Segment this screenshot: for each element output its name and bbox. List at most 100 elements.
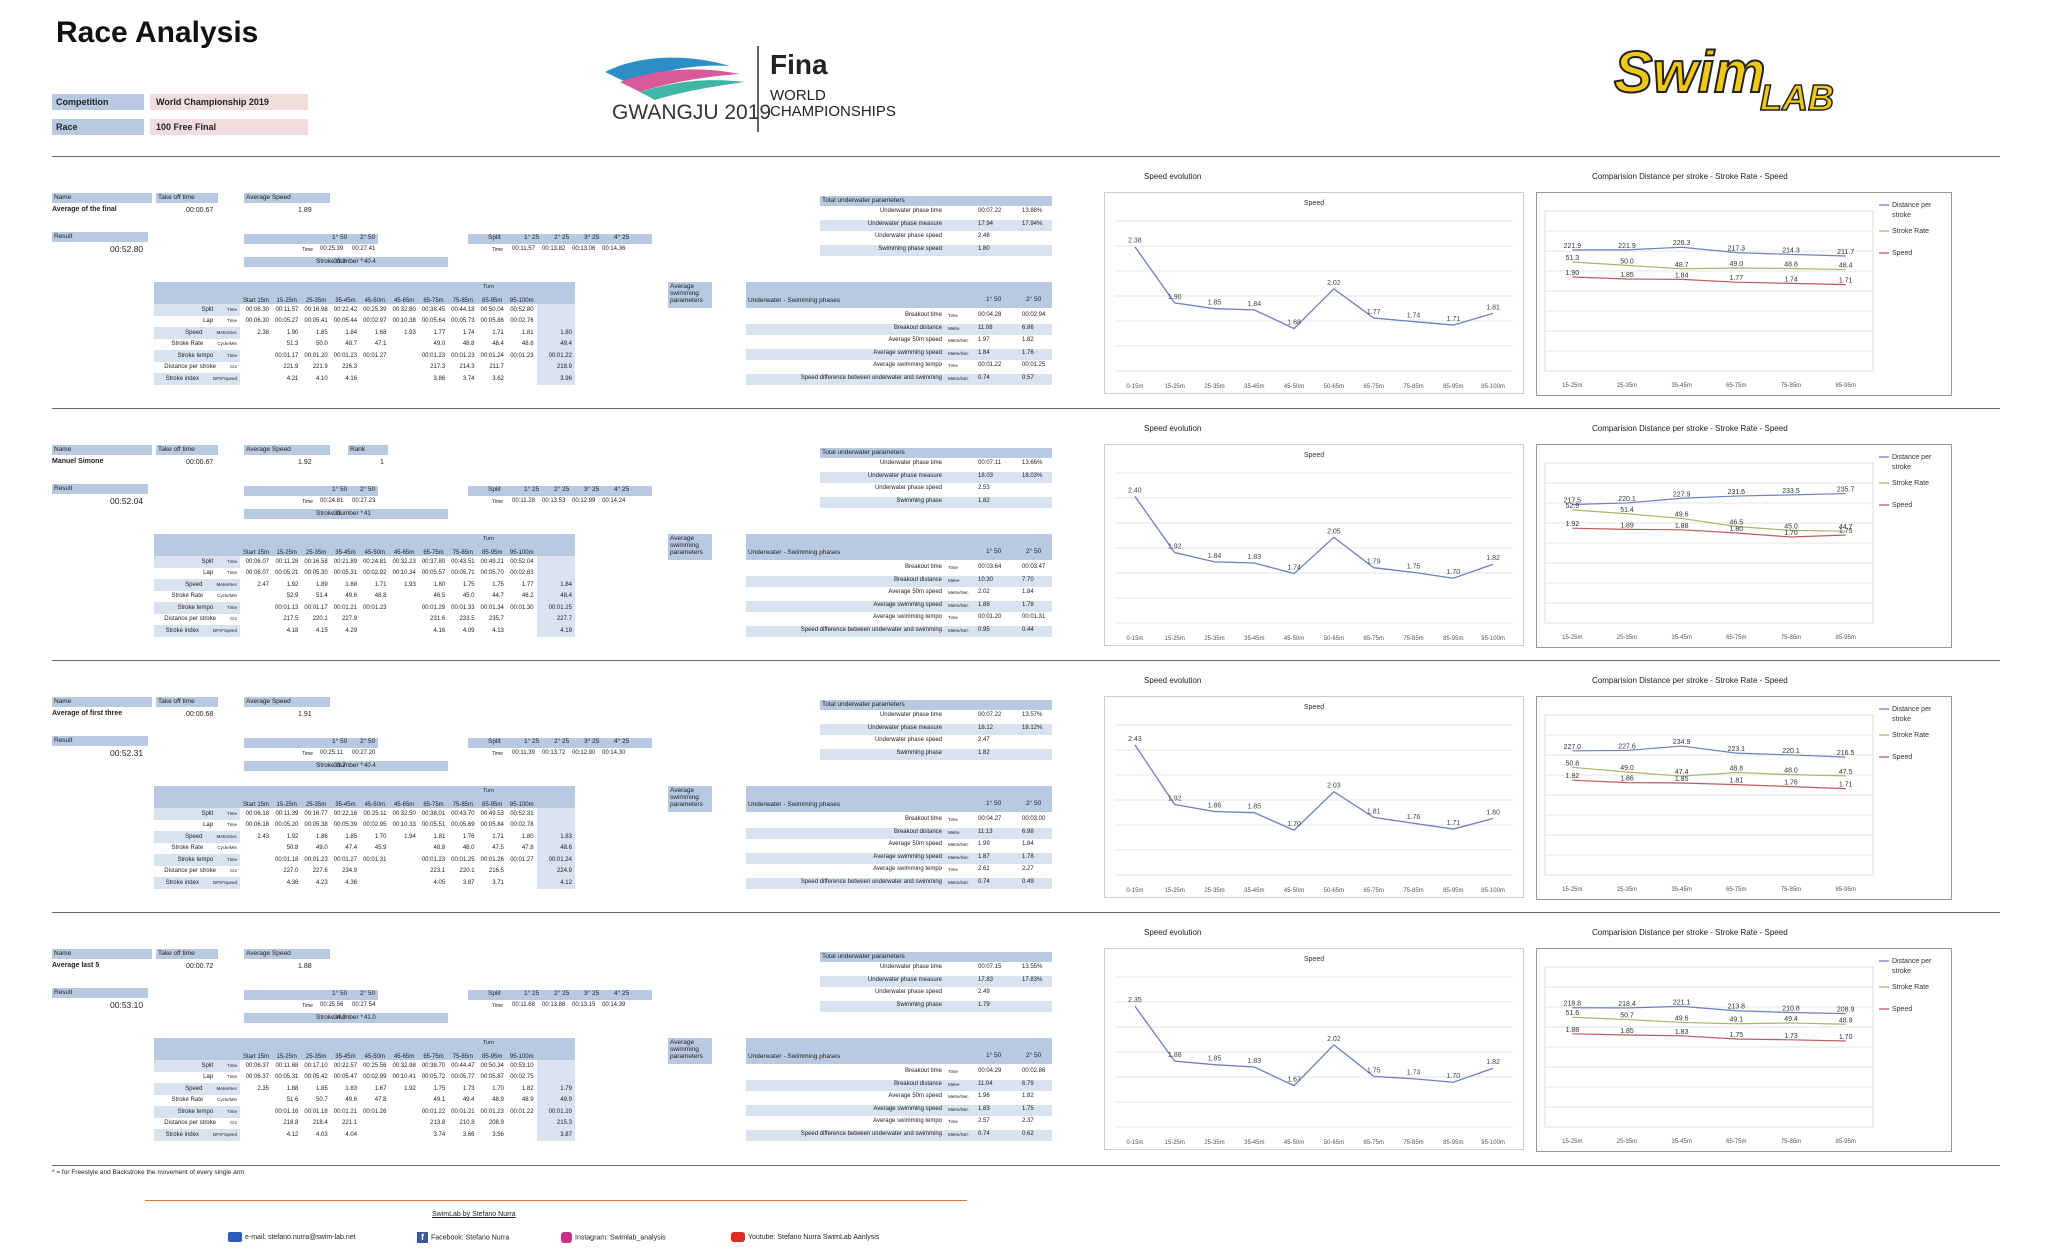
x-tick-label: 25-35m — [1204, 636, 1224, 642]
cell: 00:05.69 — [451, 822, 475, 829]
youtube-contact[interactable]: Youtube: Stefano Nurra SwimLab Aanlysis — [731, 1232, 879, 1242]
data-label: 1.84 — [1675, 272, 1689, 279]
row-label: Stroke index DPS*Speed — [154, 1129, 240, 1141]
unit: Metre/Sec — [948, 350, 969, 356]
swimmer-name: Average last 5 — [52, 962, 100, 969]
data-label: 48.9 — [1839, 1017, 1853, 1024]
instagram-contact[interactable]: Instagram: Swimlab_analysis — [561, 1232, 666, 1243]
cell: 00:01.23 — [451, 352, 475, 359]
uw-phase-key: Average 50m speed — [888, 1093, 942, 1099]
row-name: Split — [201, 306, 214, 313]
cell: 00:01.24 — [536, 854, 575, 866]
x-tick-label: 95-100m — [1481, 1140, 1505, 1146]
row-name: Stroke tempo — [177, 604, 214, 611]
x-tick-label: 45-50m — [1284, 888, 1304, 894]
uw-phase-key: Average swimming tempo — [873, 614, 942, 620]
row-name: Stroke index — [165, 1131, 199, 1138]
rank-value: 1 — [380, 459, 384, 466]
cell: 49.9 — [536, 1094, 575, 1106]
split-label: Split — [488, 990, 501, 997]
cell: 1.92 — [286, 833, 299, 840]
cell: 3.87 — [462, 879, 475, 886]
x-tick-label: 85-95m — [1443, 384, 1463, 390]
segment-header: 95-100m — [506, 1038, 537, 1060]
cell: 00:02.78 — [510, 822, 534, 829]
cell: 1.93 — [404, 581, 416, 588]
email-contact[interactable]: e-mail: stefano.nurra@swim-lab.net — [228, 1232, 356, 1242]
turn-label: Turn — [483, 1040, 495, 1046]
table-row: Lap Time 00:06.07 00:05.21 00:05.30 00:05.31 0… — [154, 567, 575, 579]
avgspeed-value: 1.91 — [298, 711, 312, 718]
name-label: Name — [52, 949, 152, 959]
unit: Metre/Sec — [948, 854, 969, 860]
split50-b: 00:27.23 — [352, 498, 376, 504]
cell: 00:05.27 — [275, 318, 299, 325]
cell: 00:01.16 — [275, 1108, 299, 1115]
strokes-a: 34.0 — [334, 1015, 346, 1021]
row-unit: Time — [227, 318, 237, 324]
cell: 1.79 — [536, 1083, 575, 1095]
uw-phase-v1: 1.83 — [978, 1105, 990, 1112]
row-name: Speed — [185, 581, 203, 588]
x-tick-label: 85-95m — [1443, 888, 1463, 894]
row-shade — [820, 975, 1052, 987]
split25-head: 4° 25 — [614, 738, 630, 745]
cell: 4.36 — [345, 879, 358, 886]
uw-total-key: Underwater phase speed — [874, 233, 942, 239]
split50-header: 1° 50 2° 50 — [244, 486, 378, 496]
cell: 4.21 — [286, 375, 299, 382]
cell: 50.0 — [316, 341, 328, 348]
row-shade — [820, 748, 1052, 760]
data-label: 221.9 — [1618, 243, 1636, 250]
cell: 47.4 — [345, 845, 358, 852]
data-label: 1.76 — [1784, 780, 1798, 787]
uw-phase-header: Underwater - Swimming phases 1° 50 2° 50 — [746, 282, 1052, 308]
split50-header: 1° 50 2° 50 — [244, 234, 378, 244]
row-label: Stroke index DPS*Speed — [154, 625, 240, 637]
data-label: 217.3 — [1728, 246, 1746, 253]
table-row: Stroke index DPS*Speed 4.36 4.23 4.36 4.05 3.8… — [154, 877, 575, 889]
row-label: Split Time — [154, 1060, 240, 1072]
cell: 00:01.17 — [275, 352, 299, 359]
data-label: 217.5 — [1564, 498, 1582, 505]
segment-header: 25-35m — [301, 282, 331, 304]
uw-phase-label: Underwater - Swimming phases — [748, 1053, 841, 1060]
footer-credit[interactable]: SwimLab by Stefano Nurra — [432, 1211, 516, 1218]
row-label: Speed Metre/Sec — [154, 579, 240, 591]
cell — [240, 362, 272, 374]
data-label: 1.92 — [1566, 521, 1580, 528]
cell — [507, 877, 537, 889]
row-shade — [746, 827, 1052, 839]
data-label: 49.0 — [1620, 765, 1634, 772]
cell: 48.8 — [462, 341, 475, 348]
row-label: Split Time — [154, 808, 240, 820]
cell: 208.9 — [488, 1120, 504, 1127]
uw-total-key: Underwater phase measure — [867, 220, 942, 227]
row-shade — [746, 575, 1052, 587]
unit: Metre/Sec — [948, 375, 969, 381]
uw-total-key: Underwater phase time — [879, 460, 942, 466]
table-row: Lap Time 00:06.37 00:05.31 00:05.42 00:05.47 0… — [154, 1071, 575, 1083]
segment-header — [536, 534, 575, 556]
row-label: Stroke index DPS*Speed — [154, 877, 240, 889]
uw-total-v1: 2.49 — [978, 989, 990, 995]
cell: 4.16 — [433, 627, 446, 634]
row-unit: Time — [227, 570, 237, 576]
facebook-contact[interactable]: f Facebook: Stefano Nurra — [417, 1232, 509, 1243]
cell: 00:25.56 — [363, 1062, 387, 1069]
cell: 00:02.97 — [363, 318, 387, 325]
row-name: Stroke Rate — [171, 341, 204, 348]
cell: 1.88 — [345, 581, 358, 588]
data-label: 2.35 — [1128, 997, 1142, 1004]
cell: 00:05.64 — [421, 318, 446, 325]
cell — [507, 362, 537, 374]
data-label: 1.75 — [1407, 563, 1421, 570]
cell: 00:01.29 — [421, 604, 446, 611]
takeoff-label: Take off time — [156, 697, 218, 707]
result-label: Result — [52, 736, 148, 746]
uw-phase-v1: 1.84 — [978, 349, 990, 356]
cell: 47.1 — [374, 341, 387, 348]
split25-head: 3° 25 — [584, 234, 600, 241]
cell: 227.6 — [312, 868, 328, 875]
segment-header — [536, 282, 575, 304]
